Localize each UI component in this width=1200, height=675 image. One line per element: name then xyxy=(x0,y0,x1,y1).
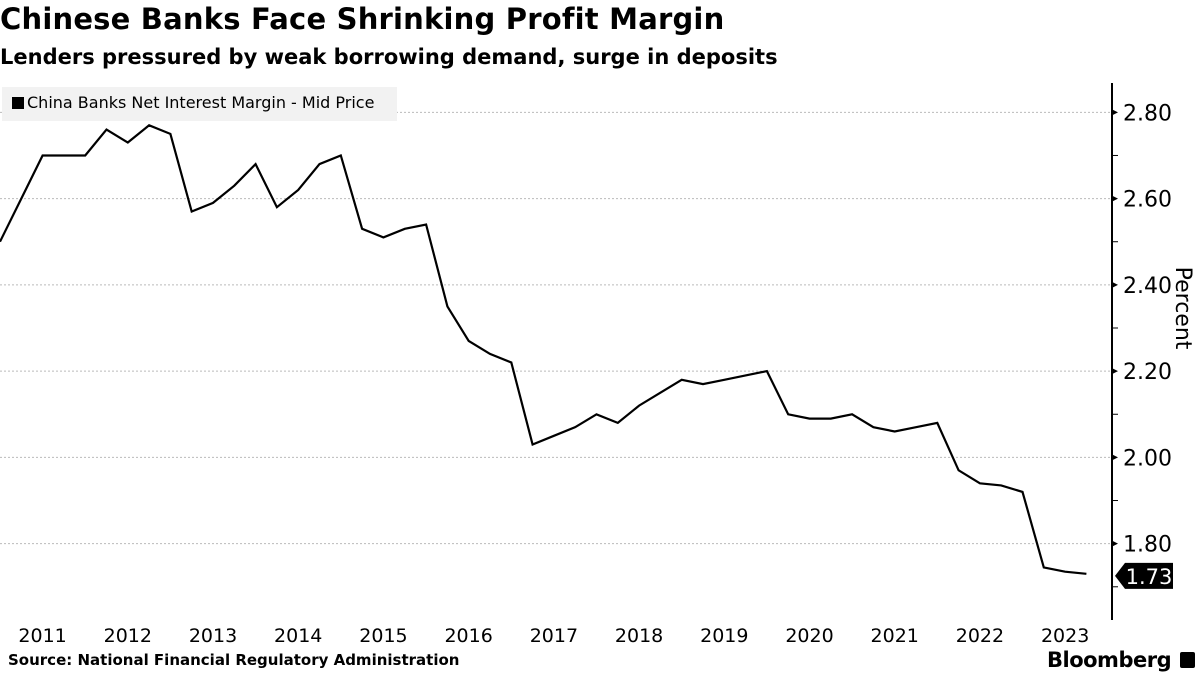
y-tick xyxy=(1112,195,1118,202)
y-tick xyxy=(1112,109,1118,116)
chart-title: Chinese Banks Face Shrinking Profit Marg… xyxy=(0,2,725,36)
series-layer xyxy=(0,124,1087,575)
y-tick-label: 2.20 xyxy=(1123,360,1172,385)
y-tick-label: 2.00 xyxy=(1123,446,1172,471)
x-axis: 2011 2012 2013 2014 2015 2016 2017 2018 2019 2020… xyxy=(18,625,1089,647)
series-line xyxy=(0,124,1087,575)
x-tick-label: 2015 xyxy=(359,625,407,647)
y-tick xyxy=(1112,540,1118,547)
y-tick xyxy=(1112,368,1118,375)
y-tick xyxy=(1112,454,1118,461)
bloomberg-logo: Bloomberg xyxy=(1047,648,1172,672)
last-value-badge xyxy=(1115,562,1173,589)
source-note: Source: National Financial Regulatory Ad… xyxy=(8,651,460,669)
x-tick-label: 2013 xyxy=(189,625,237,647)
legend-swatch-icon xyxy=(12,97,24,109)
x-tick-label: 2016 xyxy=(444,625,492,647)
legend: China Banks Net Interest Margin - Mid Pr… xyxy=(2,87,397,121)
legend-label: China Banks Net Interest Margin - Mid Pr… xyxy=(27,93,375,112)
y-tick-label: 2.80 xyxy=(1123,101,1172,126)
x-tick-label: 2011 xyxy=(18,625,66,647)
x-tick-label: 2021 xyxy=(871,625,919,647)
y-axis-label: Percent xyxy=(1170,267,1195,350)
x-tick-label: 2023 xyxy=(1041,625,1089,647)
y-axis: 2.80 2.60 2.40 2.20 2.00 1.80 xyxy=(1111,83,1172,620)
bloomberg-chart-icon xyxy=(1180,652,1195,668)
x-tick-label: 2020 xyxy=(785,625,833,647)
last-value-label: 1.73 xyxy=(1126,565,1173,589)
x-tick-label: 2017 xyxy=(530,625,578,647)
last-value-marker: 1.73 xyxy=(1115,562,1173,589)
x-tick-label: 2022 xyxy=(956,625,1004,647)
y-tick-label: 2.60 xyxy=(1123,188,1172,213)
y-tick xyxy=(1112,281,1118,288)
gridlines xyxy=(0,111,1112,545)
x-tick-label: 2018 xyxy=(615,625,663,647)
y-tick-label: 1.80 xyxy=(1123,533,1172,558)
x-tick-label: 2014 xyxy=(274,625,322,647)
x-tick-label: 2019 xyxy=(700,625,748,647)
y-tick-label: 2.40 xyxy=(1123,274,1172,299)
x-tick-label: 2012 xyxy=(104,625,152,647)
chart-subtitle: Lenders pressured by weak borrowing dema… xyxy=(0,45,778,69)
